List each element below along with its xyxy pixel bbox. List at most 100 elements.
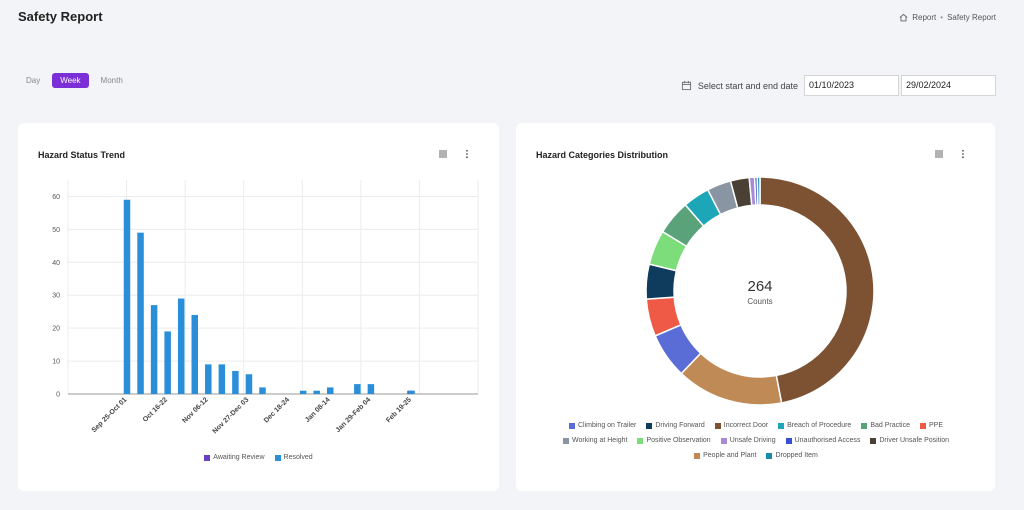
legend-item-awaiting-review[interactable]: Awaiting Review: [204, 454, 265, 461]
legend-swatch: [562, 437, 569, 444]
legend-label: Driver Unsafe Position: [879, 437, 950, 444]
y-tick-label: 60: [52, 194, 60, 201]
bar-resolved[interactable]: [164, 331, 171, 394]
x-tick-label: Dec 18-24: [263, 396, 291, 424]
breadcrumb-separator: •: [940, 13, 944, 22]
legend-item-climbing-on-trailer[interactable]: Climbing on Trailer: [568, 422, 637, 429]
legend-label: Positive Observation: [646, 437, 711, 444]
legend-item-people-and-plant[interactable]: People and Plant: [694, 452, 756, 459]
breadcrumb-current: Safety Report: [947, 13, 996, 22]
legend-swatch: [714, 422, 721, 429]
date-range-label: Select start and end date: [697, 80, 798, 91]
bar-resolved[interactable]: [408, 390, 415, 394]
x-tick-label: Feb 19-25: [385, 396, 413, 424]
legend-item-breach-of-procedure[interactable]: Breach of Procedure: [778, 422, 851, 429]
bar-resolved[interactable]: [354, 384, 361, 394]
legend-swatch: [778, 422, 785, 429]
legend-item-incorrect-door[interactable]: Incorrect Door: [714, 422, 769, 429]
period-month-button[interactable]: Month: [100, 76, 123, 85]
bar-resolved[interactable]: [150, 305, 158, 394]
legend-swatch: [646, 422, 653, 429]
end-date-input[interactable]: 29/02/2024: [901, 75, 996, 96]
legend-label: Unsafe Driving: [729, 437, 776, 444]
legend-label: Incorrect Door: [723, 422, 769, 429]
donut-legend: Climbing on Trailer Driving Forward Incorr…: [536, 422, 976, 467]
page-title: Safety Report: [18, 9, 103, 24]
legend-swatch: [861, 422, 868, 429]
date-range-filter: Select start and end date 01/10/2023 29/…: [681, 75, 996, 96]
bar-resolved[interactable]: [191, 314, 199, 394]
legend-item-dropped-item[interactable]: Dropped Item: [766, 452, 818, 459]
bar-resolved[interactable]: [232, 370, 239, 394]
legend-item-ppe[interactable]: PPE: [920, 422, 943, 429]
legend-label: Driving Forward: [655, 422, 705, 429]
legend-swatch: [274, 454, 281, 461]
x-tick-label: Nov 27-Dec 03: [212, 396, 251, 435]
bar-resolved[interactable]: [299, 390, 307, 394]
legend-label: PPE: [929, 422, 944, 429]
breadcrumb-home[interactable]: Report: [912, 13, 937, 22]
bar-resolved[interactable]: [327, 387, 334, 394]
legend-item-resolved[interactable]: Resolved: [274, 454, 313, 461]
legend-label: Working at Height: [571, 437, 628, 444]
menu-list-icon[interactable]: [934, 149, 944, 159]
legend-label: Bad Practice: [870, 422, 910, 429]
legend-label: Dropped Item: [775, 452, 818, 459]
bar-resolved[interactable]: [205, 364, 212, 394]
legend-swatch: [920, 422, 926, 429]
legend-item-positive-observation[interactable]: Positive Observation: [637, 437, 711, 444]
legend-item-driving-forward[interactable]: Driving Forward: [646, 422, 705, 429]
menu-list-icon[interactable]: [438, 149, 448, 159]
legend-label: Resolved: [283, 454, 313, 461]
start-date-input[interactable]: 01/10/2023: [804, 75, 899, 96]
bar-resolved[interactable]: [313, 390, 320, 394]
bar-resolved[interactable]: [259, 387, 266, 394]
card-title: Hazard Categories Distribution: [536, 150, 669, 160]
bar-resolved[interactable]: [123, 199, 131, 394]
breadcrumb: Report • Safety Report: [899, 13, 996, 22]
legend-swatch: [637, 437, 644, 444]
legend-item-unsafe-driving[interactable]: Unsafe Driving: [720, 437, 776, 444]
hazard-status-bar-chart: 0 10 20 30 40 50 60 Sep 25-Oct 01 Oct 16-22 Nov 0…: [52, 180, 479, 435]
bar-resolved[interactable]: [218, 364, 226, 394]
legend-item-driver-unsafe-position[interactable]: Driver Unsafe Position: [870, 437, 949, 444]
y-tick-label: 0: [56, 392, 60, 399]
donut-total-caption: Counts: [747, 297, 773, 306]
bar-resolved[interactable]: [367, 384, 375, 394]
bar-resolved[interactable]: [137, 232, 144, 394]
legend-label: Unauthorised Access: [794, 437, 861, 444]
legend-label: Awaiting Review: [213, 454, 265, 461]
y-tick-label: 50: [52, 227, 60, 234]
x-tick-label: Jan 08-14: [304, 396, 332, 424]
legend-swatch: [694, 452, 701, 459]
legend-item-bad-practice[interactable]: Bad Practice: [861, 422, 910, 429]
legend-label: Climbing on Trailer: [577, 422, 637, 429]
legend-swatch: [785, 437, 792, 444]
period-toggle: Day Week Month: [18, 73, 131, 88]
period-week-button[interactable]: Week: [52, 73, 89, 88]
y-tick-label: 30: [52, 293, 60, 300]
donut-slice-incorrect-door[interactable]: [759, 176, 875, 404]
home-icon[interactable]: [899, 13, 908, 22]
period-day-button[interactable]: Day: [26, 76, 41, 85]
legend-label: Breach of Procedure: [787, 422, 852, 429]
donut-total-value: 264: [747, 278, 773, 295]
legend-item-unauthorised-access[interactable]: Unauthorised Access: [785, 437, 861, 444]
y-tick-label: 10: [52, 359, 60, 366]
x-tick-label: Sep 25-Oct 01: [91, 396, 129, 434]
x-tick-label: Jan 29-Feb 04: [335, 396, 373, 434]
legend-item-working-at-height[interactable]: Working at Height: [562, 437, 628, 444]
legend-swatch: [766, 452, 773, 459]
legend-swatch: [870, 437, 877, 444]
donut-slice-people-and-plant[interactable]: [680, 352, 783, 406]
bar-resolved[interactable]: [177, 298, 185, 394]
legend-swatch: [204, 454, 211, 461]
hazard-status-trend-card: Hazard Status Trend 0 10 20 30 40 50 60 Sep 25-…: [18, 123, 499, 491]
bar-resolved[interactable]: [245, 374, 253, 394]
calendar-icon: [681, 80, 691, 91]
more-vertical-icon[interactable]: [958, 149, 968, 159]
more-vertical-icon[interactable]: [462, 149, 472, 159]
donut-slice-dropped-item[interactable]: [756, 176, 761, 206]
hazard-categories-donut-chart: [645, 176, 875, 406]
legend-swatch: [568, 422, 575, 429]
